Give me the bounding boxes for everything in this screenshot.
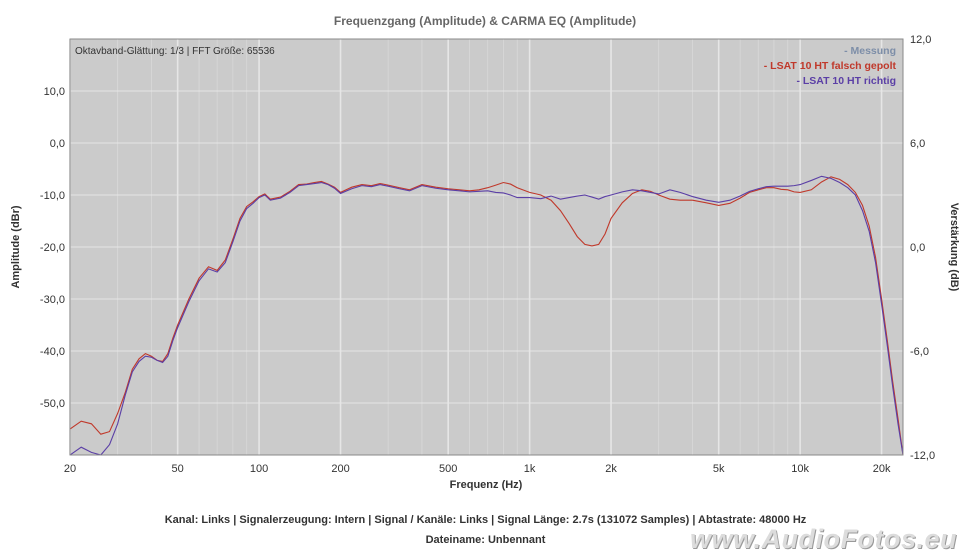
y2-axis-label: Verstärkung (dB) <box>948 203 960 292</box>
plot-border <box>69 38 904 456</box>
legend-entry-messung: - Messung <box>844 45 896 57</box>
legend-entry-falsch-gepolt: - LSAT 10 HT falsch gepolt <box>764 60 897 72</box>
y2-tick-label: 6,0 <box>910 138 925 150</box>
series-layer <box>70 175 903 455</box>
x-tick-label: 5k <box>713 463 725 475</box>
x-tick-label: 20 <box>64 463 76 475</box>
y-tick-label: -10,0 <box>40 190 65 202</box>
y2-tick-label: 12,0 <box>910 34 931 46</box>
smoothing-info: Oktavband-Glättung: 1/3 | FFT Größe: 655… <box>75 46 275 57</box>
x-tick-label: 200 <box>331 463 349 475</box>
y-tick-label: -20,0 <box>40 242 65 254</box>
y2-tick-label: -6,0 <box>910 346 929 358</box>
x-tick-label: 50 <box>172 463 184 475</box>
watermark-logo: www.AudioFotos.eu <box>690 524 957 554</box>
chart-title: Frequenzgang (Amplitude) & CARMA EQ (Amp… <box>334 14 636 28</box>
x-tick-label: 1k <box>524 463 536 475</box>
measurement-info: Kanal: Links | Signalerzeugung: Intern |… <box>164 514 807 526</box>
legend-entry-richtig: - LSAT 10 HT richtig <box>796 75 896 87</box>
y2-axis-ticks: 12,0 6,0 0,0 -6,0 -12,0 <box>910 34 935 462</box>
x-tick-label: 20k <box>873 463 891 475</box>
y-tick-label: -50,0 <box>40 398 65 410</box>
y-tick-label: 10,0 <box>44 86 65 98</box>
series-line-lsat-10-ht-falsch-gepolt <box>70 176 903 455</box>
x-tick-label: 500 <box>439 463 457 475</box>
x-tick-label: 2k <box>605 463 617 475</box>
x-axis-label: Frequenz (Hz) <box>450 479 523 491</box>
file-name: Dateiname: Unbennant <box>425 534 546 546</box>
y2-tick-label: -12,0 <box>910 450 935 462</box>
y-tick-label: -40,0 <box>40 346 65 358</box>
y2-tick-label: 0,0 <box>910 242 925 254</box>
y-axis-ticks: 10,0 0,0 -10,0 -20,0 -30,0 -40,0 -50,0 <box>40 86 65 410</box>
y-axis-label: Amplitude (dBr) <box>10 205 22 288</box>
x-tick-label: 10k <box>791 463 809 475</box>
series-line-lsat-10-ht-richtig <box>70 175 903 455</box>
x-axis-ticks: 20 50 100 200 500 1k 2k 5k 10k 20k <box>64 463 891 475</box>
y-tick-label: -30,0 <box>40 294 65 306</box>
y-tick-label: 0,0 <box>50 138 65 150</box>
x-tick-label: 100 <box>250 463 268 475</box>
frequency-response-chart: Frequenzgang (Amplitude) & CARMA EQ (Amp… <box>10 14 960 491</box>
